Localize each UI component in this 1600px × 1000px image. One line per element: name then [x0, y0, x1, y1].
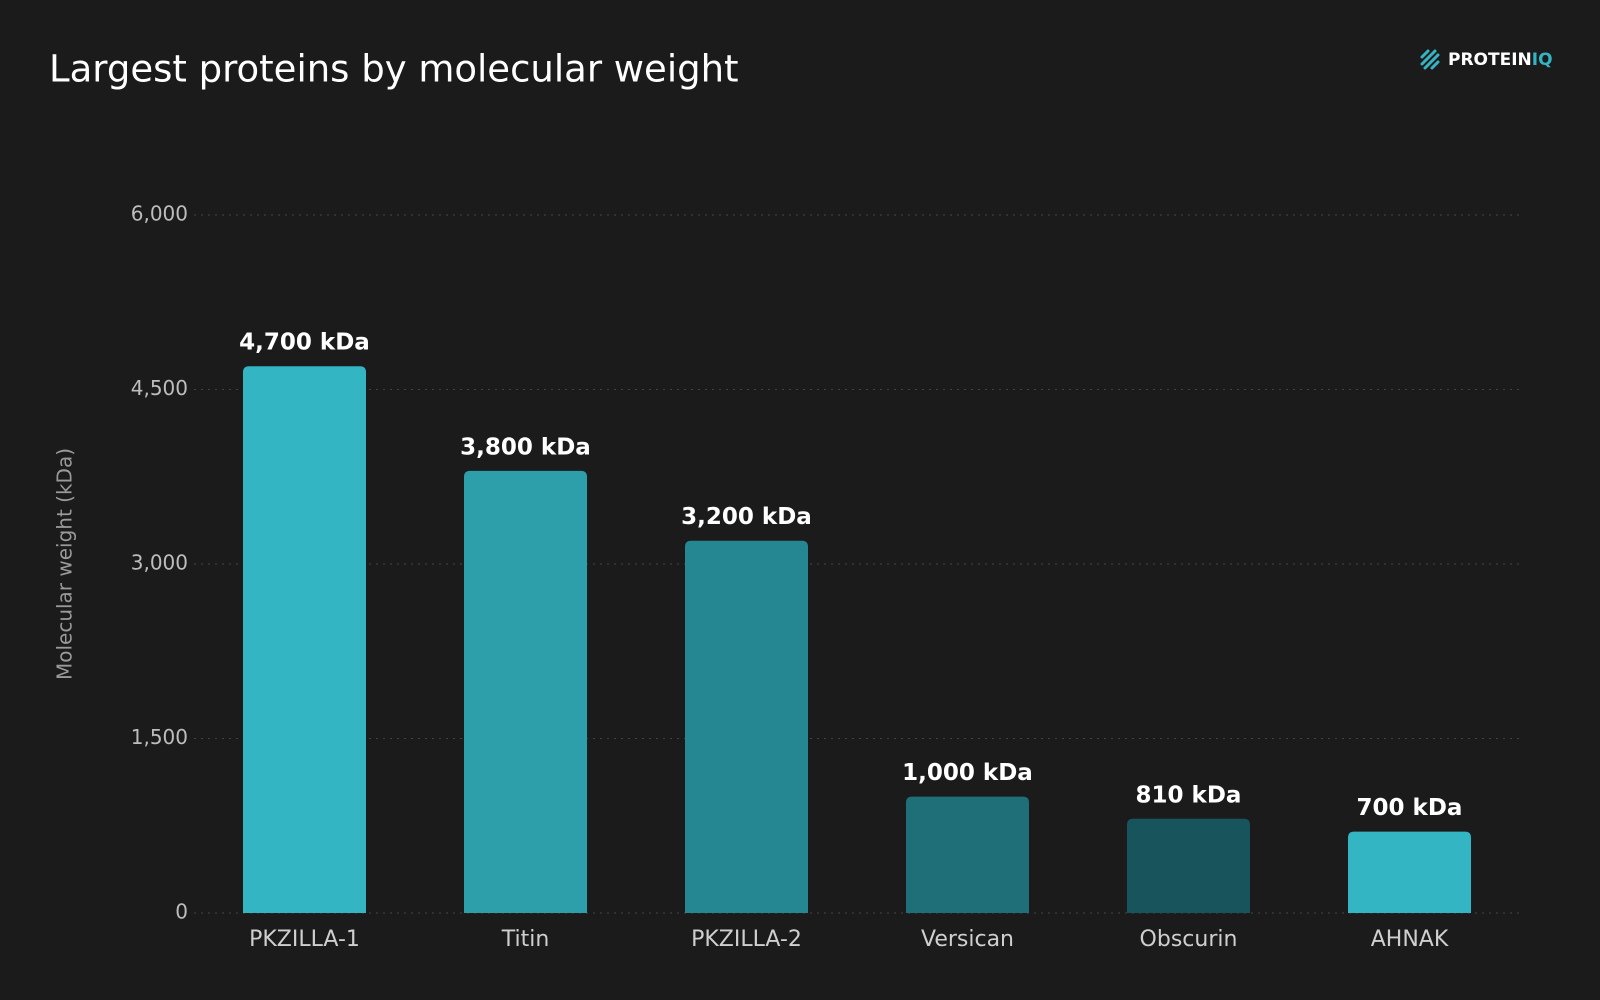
x-tick-label: Versican [921, 927, 1014, 952]
bar [685, 540, 808, 913]
x-tick-label: AHNAK [1371, 927, 1449, 952]
value-label: 3,800 kDa [460, 434, 591, 460]
y-tick-label: 0 [175, 900, 188, 924]
brand-logo: PROTEINIQ [1420, 49, 1553, 70]
y-tick-label: 6,000 [131, 202, 188, 226]
brand-name: PROTEINIQ [1448, 50, 1553, 70]
y-tick-label: 1,500 [131, 725, 188, 749]
x-tick-label: PKZILLA-1 [249, 927, 360, 952]
bar [464, 470, 587, 913]
value-label: 810 kDa [1136, 782, 1242, 808]
bar [1348, 831, 1471, 913]
x-tick-label: PKZILLA-2 [691, 927, 802, 952]
chart-title: Largest proteins by molecular weight [49, 48, 739, 91]
brand-accent: IQ [1532, 50, 1553, 70]
bar [243, 366, 366, 913]
y-axis-label: Molecular weight (kDa) [53, 448, 77, 680]
value-label: 1,000 kDa [902, 760, 1033, 786]
bar [906, 796, 1029, 913]
brand-icon [1420, 49, 1440, 70]
value-label: 700 kDa [1357, 795, 1463, 821]
value-label: 4,700 kDa [239, 330, 370, 356]
x-tick-label: Obscurin [1140, 927, 1238, 952]
y-tick-label: 3,000 [131, 551, 188, 575]
brand-text: PROTEIN [1448, 50, 1532, 70]
x-tick-label: Titin [501, 927, 550, 952]
y-tick-label: 4,500 [131, 376, 188, 400]
bar [1127, 818, 1250, 913]
value-label: 3,200 kDa [681, 504, 812, 530]
